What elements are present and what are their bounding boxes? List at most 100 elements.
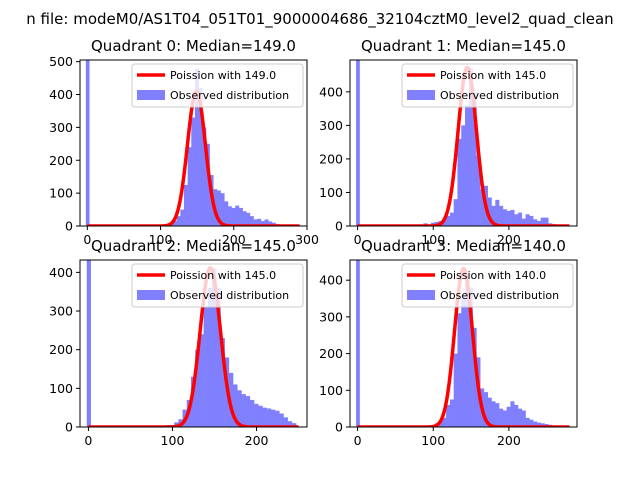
histogram-bar [453, 199, 458, 226]
histogram-spike-bar [85, 60, 90, 226]
histogram-bar [279, 413, 284, 427]
histogram-bar [191, 117, 196, 226]
histogram-bar [461, 125, 466, 226]
histogram-bar [205, 143, 210, 226]
y-tick-label: 300 [319, 118, 343, 133]
histogram-bar [495, 403, 500, 427]
histogram-bar [525, 417, 530, 427]
legend-box [131, 63, 304, 108]
y-tick-label: 100 [49, 381, 73, 396]
legend-patch-swatch [137, 290, 165, 300]
histogram-bar [227, 206, 232, 226]
histogram-bar [453, 353, 458, 427]
y-tick-label: 100 [319, 383, 343, 398]
histogram-bar [211, 268, 217, 427]
axes-frame [349, 259, 578, 428]
histogram-bar [491, 205, 496, 226]
histogram-bar [260, 221, 265, 226]
histogram-bar [446, 215, 451, 226]
histogram-bar [194, 68, 199, 226]
histogram-bar [199, 334, 204, 427]
x-tick-label: 300 [295, 232, 319, 247]
subplot-quadrant-0: 0 100 200 300 0 100 200 300 400 500 Poission with … [49, 37, 319, 247]
y-tick-label: 300 [49, 120, 73, 135]
histogram-bar [246, 212, 251, 226]
poisson-curve [87, 265, 300, 427]
histogram-bar [233, 384, 238, 427]
legend-patch-swatch [407, 90, 435, 100]
legend-entry-poisson: Poission with 140.0 [440, 269, 546, 282]
histogram-bar [446, 404, 451, 427]
histogram-bar [521, 218, 526, 226]
histogram-bar [216, 190, 221, 226]
histogram-bar [183, 184, 188, 226]
y-tick-label: 400 [319, 273, 343, 288]
histogram-bar [438, 421, 443, 427]
axes-frame [79, 59, 308, 227]
histogram-bar [220, 193, 225, 226]
y-tick-label: 200 [49, 342, 73, 357]
histogram-bar [245, 396, 251, 427]
histogram-bar [266, 408, 272, 427]
histogram-bar [514, 214, 519, 226]
y-tick-label: 0 [335, 420, 343, 435]
histogram-bar [529, 215, 534, 226]
plot-area [86, 260, 300, 427]
histogram-bar [536, 220, 541, 226]
subplot-title: Quadrant 3: Median=140.0 [361, 237, 566, 255]
histogram-bar [253, 219, 258, 226]
histogram-bar [491, 401, 496, 427]
histogram-bar [502, 209, 507, 226]
histogram-bar [517, 212, 523, 226]
histogram-bar [224, 201, 229, 226]
x-tick-label: 200 [245, 433, 269, 448]
subplot-grid: 0 100 200 300 0 100 200 300 400 500 Poission with … [49, 37, 578, 448]
histogram-bar [195, 349, 200, 427]
y-tick-label: 100 [319, 185, 343, 200]
histogram-bar [231, 207, 236, 226]
x-tick-label: 0 [84, 433, 92, 448]
y-tick-label: 200 [319, 151, 343, 166]
y-tick-label: 0 [65, 219, 73, 234]
y-tick-label: 300 [319, 309, 343, 324]
histogram-bar [216, 287, 221, 427]
x-tick-label: 100 [149, 232, 173, 247]
histogram-bar [510, 401, 515, 427]
x-tick-label: 0 [83, 232, 91, 247]
y-tick-label: 200 [319, 346, 343, 361]
y-tick-label: 400 [49, 87, 73, 102]
histogram-bar [249, 216, 254, 226]
y-tick-label: 500 [49, 54, 73, 69]
legend: Poission with 140.0 Observed distribution [401, 263, 574, 308]
histogram-bar [487, 397, 492, 427]
subplot-quadrant-3: 0 100 200 0 100 200 300 400 Poission with 140.0 O… [319, 237, 578, 448]
x-tick-label: 0 [354, 232, 362, 247]
histogram-bar [544, 217, 549, 226]
histogram-bar [442, 417, 447, 427]
histogram-bar [202, 127, 207, 226]
legend-box [131, 263, 304, 308]
histogram-bar [468, 287, 473, 427]
y-tick-label: 100 [49, 186, 73, 201]
histogram-bar [187, 147, 192, 226]
histogram-bar [262, 407, 267, 427]
histogram-bar [533, 421, 538, 427]
subplot-title: Quadrant 2: Median=145.0 [91, 237, 296, 255]
histogram-bar [258, 405, 263, 427]
legend-box [401, 63, 574, 108]
histogram-bar [198, 87, 203, 226]
histogram-bar [203, 307, 209, 427]
legend-entry-observed: Observed distribution [440, 89, 559, 102]
histogram-bar [525, 214, 530, 226]
histogram-bar [291, 423, 297, 427]
histogram-bar [476, 155, 481, 226]
y-tick-label: 400 [49, 265, 73, 280]
histogram-bar [461, 294, 466, 427]
histogram-bar [238, 207, 243, 226]
y-tick-label: 200 [49, 153, 73, 168]
x-tick-label: 100 [421, 433, 445, 448]
histogram-bar [533, 219, 538, 226]
histogram-bar [283, 417, 288, 427]
legend: Poission with 149.0 Observed distribution [131, 63, 304, 108]
